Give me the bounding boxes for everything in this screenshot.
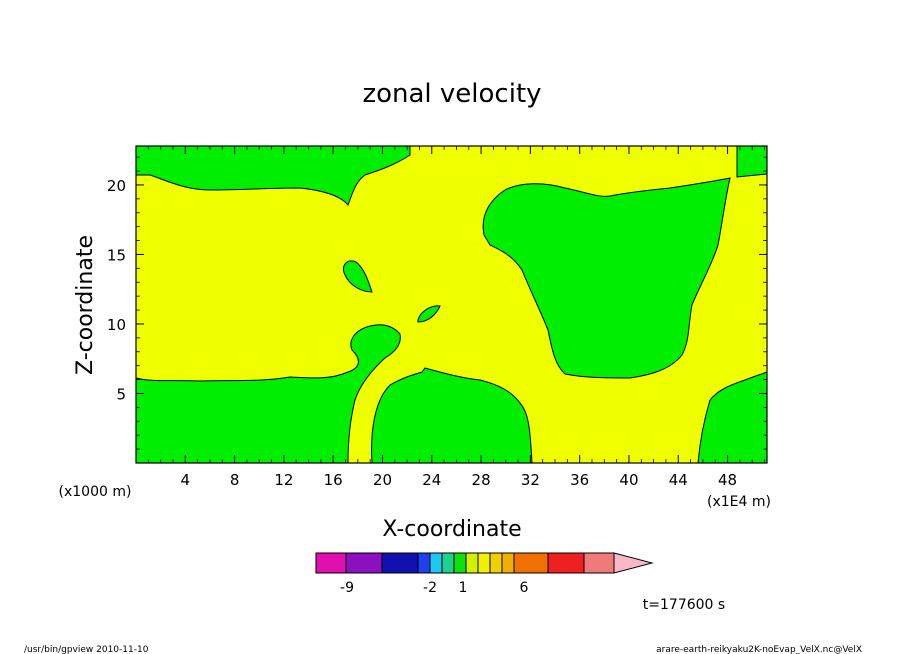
x-unit-left: (x1000 m)	[59, 484, 132, 500]
colorbar-label: 1	[459, 580, 468, 596]
colorbar-segment	[477, 552, 491, 574]
contour-region-bottom-right	[697, 371, 768, 464]
x-tick-label: 8	[230, 471, 240, 489]
colorbar-segment	[429, 552, 443, 574]
plot-area	[135, 145, 768, 464]
colorbar-label: -9	[340, 580, 354, 596]
colorbar-arrow	[613, 552, 654, 574]
chart-title: zonal velocity	[362, 79, 541, 109]
plot-frame	[135, 145, 768, 464]
colorbar-segment	[453, 552, 467, 574]
x-tick-label: 24	[422, 471, 441, 489]
colorbar-segment	[465, 552, 479, 574]
axis-ticks	[136, 146, 767, 463]
colorbar-segment	[501, 552, 515, 574]
colorbar-segment	[513, 552, 549, 574]
contour-region-small-blob-2	[417, 305, 441, 323]
x-tick-label: 36	[570, 471, 589, 489]
colorbar-segment	[583, 552, 615, 574]
colorbar-label: 6	[520, 580, 529, 596]
x-tick-label: 28	[472, 471, 491, 489]
colorbar-segment	[417, 552, 431, 574]
x-tick-label: 12	[274, 471, 293, 489]
colorbar-segment	[381, 552, 419, 574]
x-tick-label: 48	[718, 471, 737, 489]
y-tick-label: 5	[116, 385, 126, 403]
colorbar: -9 -2 1 6	[315, 552, 654, 596]
footer-right: arare-earth-reikyaku2K-noEvap_VelX.nc@Ve…	[656, 645, 862, 654]
x-tick-label: 44	[669, 471, 688, 489]
colorbar-segment	[315, 552, 347, 574]
x-tick-label: 40	[619, 471, 638, 489]
contour-region-top-band	[135, 145, 411, 206]
y-tick-label: 10	[107, 316, 126, 334]
x-tick-label: 4	[181, 471, 191, 489]
contour-region-bottom-left	[135, 324, 401, 464]
x-tick-label: 32	[521, 471, 540, 489]
time-label: t=177600 s	[643, 597, 725, 613]
colorbar-segment	[489, 552, 503, 574]
footer-left: /usr/bin/gpview 2010-11-10	[24, 645, 149, 654]
colorbar-segment	[441, 552, 455, 574]
y-tick-label: 15	[107, 246, 126, 264]
colorbar-segment	[547, 552, 585, 574]
contour-region-right-blob	[482, 177, 731, 379]
x-axis-label: X-coordinate	[382, 517, 521, 542]
y-tick-label: 20	[107, 177, 126, 195]
contour-region-bottom-middle	[371, 367, 533, 464]
contour-region-top-right-corner	[736, 145, 768, 178]
colorbar-label: -2	[423, 580, 437, 596]
x-unit-right: (x1E4 m)	[707, 494, 771, 510]
colorbar-segment	[345, 552, 383, 574]
y-axis-label: Z-coordinate	[73, 235, 98, 375]
contour-region-small-blob-1	[342, 260, 373, 293]
x-tick-label: 20	[373, 471, 392, 489]
x-tick-label: 16	[324, 471, 343, 489]
